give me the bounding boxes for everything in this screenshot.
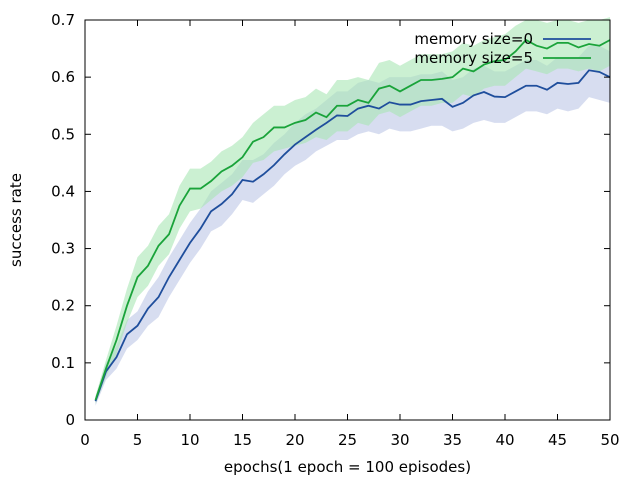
y-axis-ticks: 0 0.1 0.2 0.3 0.4 0.5 0.6 0.7 xyxy=(51,11,610,429)
x-tick-label: 10 xyxy=(180,431,199,449)
confidence-bands xyxy=(95,17,610,406)
x-tick-label: 30 xyxy=(390,431,409,449)
x-axis-label: epochs(1 epoch = 100 episodes) xyxy=(224,458,471,476)
y-axis-label: success rate xyxy=(7,173,25,267)
y-tick-label: 0.3 xyxy=(51,240,75,258)
y-tick-label: 0.6 xyxy=(51,68,75,86)
legend-label-memory-size-0: memory size=0 xyxy=(414,30,533,48)
series-lines xyxy=(94,38,611,402)
line-series-0 xyxy=(94,69,611,402)
y-tick-label: 0.5 xyxy=(51,125,75,143)
x-tick-label: 0 xyxy=(80,431,90,449)
x-axis-ticks: 0 5 10 15 20 25 30 35 40 45 50 xyxy=(80,20,620,449)
y-tick-label: 0.2 xyxy=(51,297,75,315)
y-tick-label: 0.4 xyxy=(51,182,75,200)
legend: memory size=0 memory size=5 xyxy=(414,30,591,67)
y-tick-label: 0.7 xyxy=(51,11,75,29)
band-series-1 xyxy=(95,17,610,405)
x-tick-label: 50 xyxy=(600,431,619,449)
x-tick-label: 35 xyxy=(443,431,462,449)
y-tick-label: 0 xyxy=(65,411,75,429)
legend-label-memory-size-5: memory size=5 xyxy=(414,49,533,67)
x-tick-label: 20 xyxy=(285,431,304,449)
x-tick-label: 15 xyxy=(233,431,252,449)
x-tick-label: 45 xyxy=(548,431,567,449)
y-tick-label: 0.1 xyxy=(51,354,75,372)
x-tick-label: 25 xyxy=(338,431,357,449)
x-tick-label: 5 xyxy=(133,431,143,449)
line-series-1 xyxy=(94,38,611,401)
x-tick-label: 40 xyxy=(495,431,514,449)
